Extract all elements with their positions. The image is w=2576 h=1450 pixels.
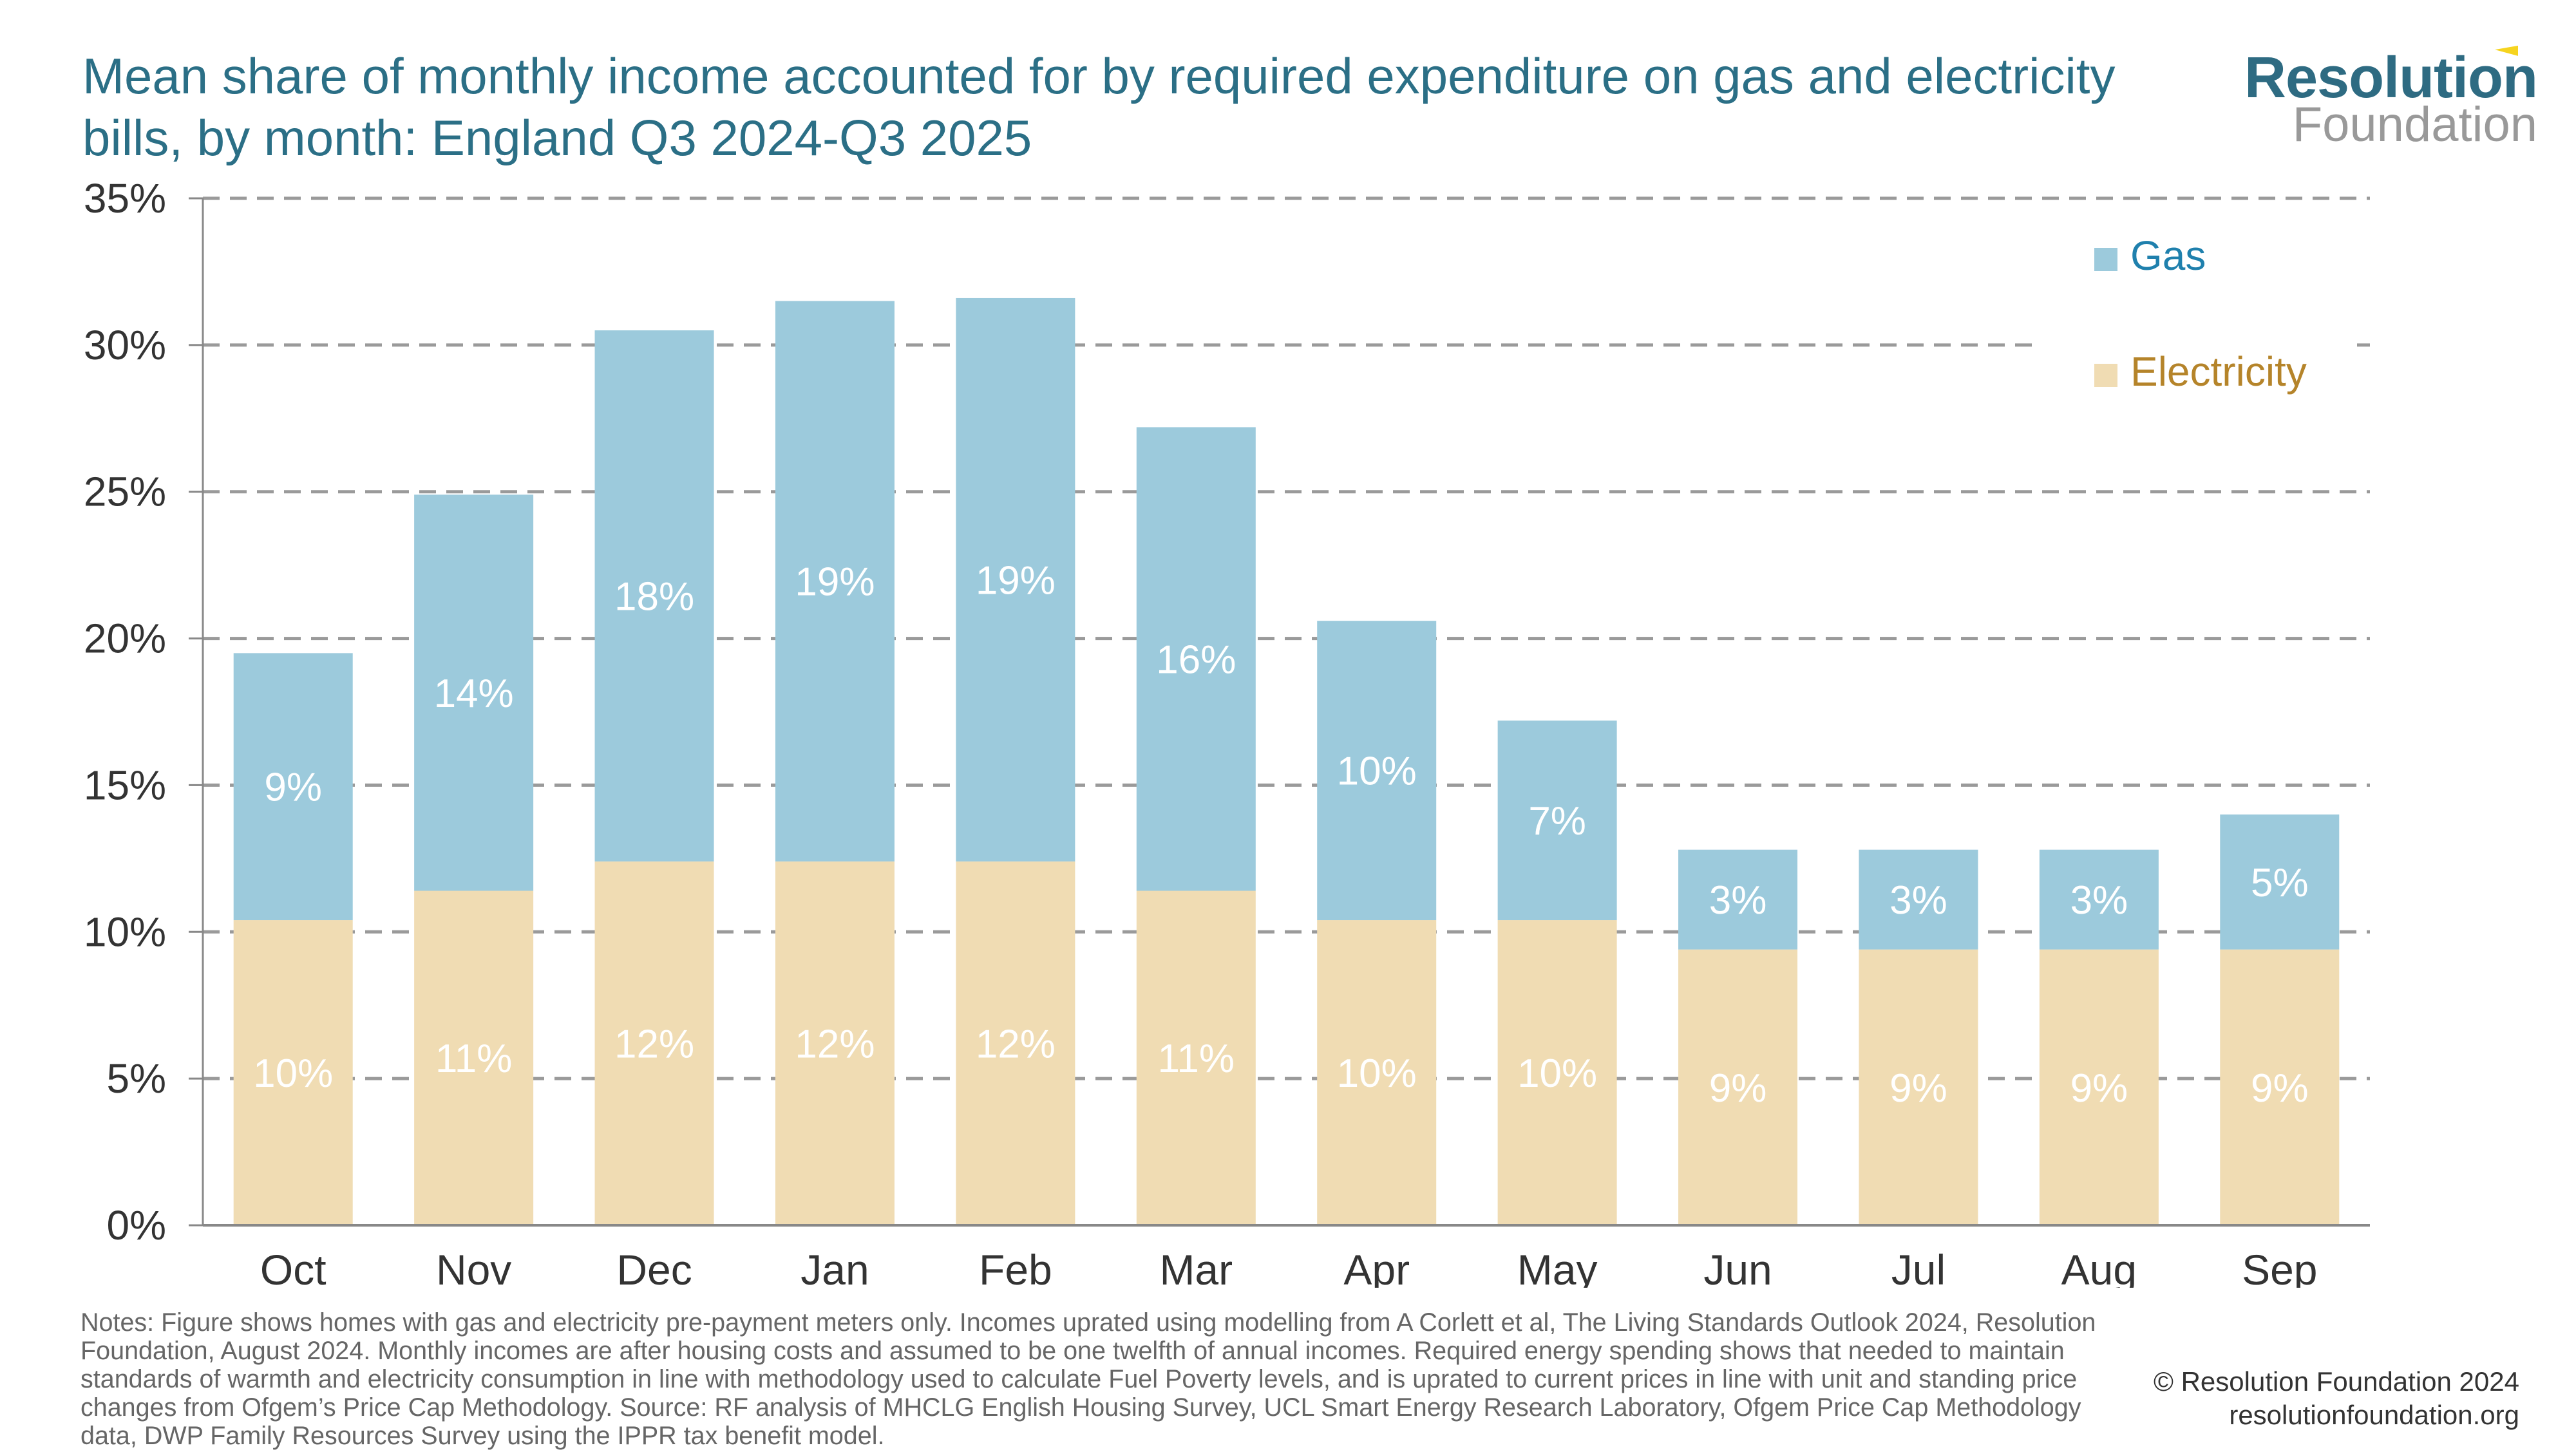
x-tick-label: Nov <box>436 1246 511 1288</box>
y-tick-label: 0% <box>107 1202 167 1248</box>
x-tick-label: Jul <box>1891 1246 1946 1288</box>
bar-gas <box>1678 849 1798 950</box>
bar-value-label: 19% <box>976 558 1056 603</box>
bar-value-label: 9% <box>2251 1066 2309 1111</box>
bar-electricity <box>414 890 534 1225</box>
bar-electricity <box>233 920 353 1225</box>
bar-value-label: 5% <box>2251 861 2309 905</box>
bar-value-label: 12% <box>976 1022 1056 1066</box>
x-tick-label: Oct <box>260 1246 327 1288</box>
website-link[interactable]: resolutionfoundation.org <box>2229 1400 2519 1430</box>
bar-value-label: 11% <box>1158 1037 1235 1081</box>
bar-electricity <box>2039 949 2159 1225</box>
x-tick-label: Feb <box>979 1246 1052 1288</box>
bar-value-label: 3% <box>1889 878 1947 923</box>
y-tick-label: 20% <box>84 616 166 662</box>
bar-value-label: 18% <box>614 574 694 619</box>
bar-gas <box>2220 814 2340 950</box>
bar-electricity <box>594 861 714 1225</box>
bar-gas <box>1317 621 1437 921</box>
chart-notes: Notes: Figure shows homes with gas and e… <box>80 1308 2096 1450</box>
bar-electricity <box>1497 920 1617 1225</box>
legend-label-electricity: Electricity <box>2130 348 2307 395</box>
bar-gas <box>2039 849 2159 950</box>
bar-gas <box>233 653 353 921</box>
bar-value-label: 3% <box>2070 878 2128 923</box>
bar-value-label: 12% <box>795 1022 875 1066</box>
bar-value-label: 11% <box>435 1037 513 1081</box>
bar-electricity <box>2220 949 2340 1225</box>
stacked-bar-chart: 0% 5% 10% 15% 20% 25% 30% 35% 10% 9% Oct 11% 14% Nov 1… <box>84 175 2370 1288</box>
chart-title: Mean share of monthly income accounted f… <box>82 48 2116 166</box>
x-tick-label: Jan <box>800 1246 869 1288</box>
legend-swatch-gas <box>2094 248 2117 271</box>
bar-electricity <box>775 861 895 1225</box>
x-tick-label: Aug <box>2061 1246 2137 1288</box>
bar-gas <box>1859 849 1978 950</box>
bar-gas <box>414 494 534 891</box>
resolution-foundation-logo: Resolution Foundation <box>2241 45 2538 152</box>
bar-value-label: 9% <box>2070 1066 2128 1111</box>
bar-gas <box>1136 427 1256 891</box>
bar-value-label: 16% <box>1156 637 1236 682</box>
bar-electricity <box>956 861 1075 1225</box>
legend-label-gas: Gas <box>2130 232 2206 279</box>
bar-value-label: 10% <box>1337 749 1417 794</box>
bar-value-label: 9% <box>264 766 322 810</box>
bar-electricity <box>1859 949 1978 1225</box>
x-tick-label: Sep <box>2242 1246 2317 1288</box>
bar-electricity <box>1678 949 1798 1225</box>
x-tick-label: Mar <box>1159 1246 1233 1288</box>
legend-swatch-electricity <box>2094 364 2117 387</box>
y-tick-label: 25% <box>84 469 166 515</box>
bar-gas <box>775 301 895 862</box>
bar-gas <box>594 330 714 862</box>
y-tick-label: 15% <box>84 762 166 808</box>
bar-gas <box>956 297 1075 862</box>
y-tick-label: 35% <box>84 175 166 221</box>
bar-value-label: 9% <box>1709 1066 1767 1111</box>
bar-value-label: 7% <box>1528 799 1586 843</box>
bar-value-label: 3% <box>1709 878 1767 923</box>
bar-value-label: 12% <box>614 1022 694 1066</box>
bar-value-label: 10% <box>1337 1051 1417 1096</box>
bar-value-label: 10% <box>1517 1051 1597 1096</box>
y-tick-label: 5% <box>107 1055 167 1102</box>
bar-gas <box>1497 720 1617 921</box>
bar-value-label: 9% <box>1889 1066 1947 1111</box>
bar-value-label: 10% <box>253 1051 333 1096</box>
y-tick-label: 10% <box>84 909 166 955</box>
bar-electricity <box>1317 920 1437 1225</box>
logo-line1: Resolution <box>2244 46 2538 110</box>
y-tick-label: 30% <box>84 322 166 368</box>
x-tick-label: Jun <box>1703 1246 1772 1288</box>
bar-value-label: 14% <box>434 672 514 716</box>
bar-value-label: 19% <box>795 560 875 605</box>
bar-electricity <box>1136 890 1256 1225</box>
x-tick-label: May <box>1517 1246 1598 1288</box>
copyright: © Resolution Foundation 2024 <box>2153 1366 2519 1397</box>
x-tick-label: Dec <box>616 1246 692 1288</box>
x-tick-label: Apr <box>1343 1246 1410 1288</box>
logo-line2: Foundation <box>2292 97 2537 152</box>
footer-credit: © Resolution Foundation 2024 resolutionf… <box>2154 1365 2519 1432</box>
